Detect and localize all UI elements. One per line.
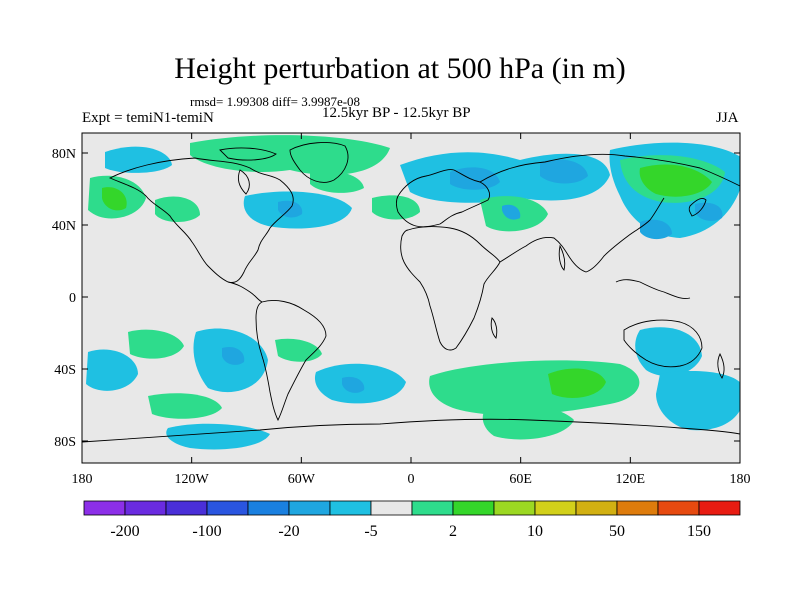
- experiment-label: Expt = temiN1-temiN: [82, 110, 214, 126]
- colorbar-swatch: [247, 500, 290, 516]
- period-label: 12.5kyr BP - 12.5kyr BP: [322, 105, 471, 121]
- x-tick-label: 60E: [509, 472, 532, 487]
- x-axis: 180 120W 60W 0 60E 120E 180: [72, 133, 751, 487]
- colorbar-label: 2: [449, 523, 457, 540]
- cyan-blob-tasman: [635, 327, 702, 377]
- cyan-blob-south-west-pacific: [656, 371, 740, 431]
- lime-blob-north-pacific: [102, 187, 127, 211]
- central-america-coast: [227, 281, 263, 303]
- lime-blob-east-siberia: [639, 164, 712, 197]
- colorbar-swatch: [165, 500, 208, 516]
- blue-blob-scandinavia: [450, 167, 500, 190]
- map-title: Height perturbation at 500 hPa (in m): [174, 52, 626, 85]
- y-tick-label: 80S: [54, 435, 76, 450]
- green-blob-north-america: [155, 196, 200, 223]
- y-tick-label: 80N: [52, 147, 76, 162]
- south-asia-coast: [499, 197, 665, 273]
- colorbar-swatch: [370, 500, 413, 516]
- x-tick-label: 120E: [616, 472, 646, 487]
- blue-blob-east-na: [278, 200, 303, 218]
- japan-coast: [688, 197, 707, 217]
- greenland-coast: [289, 142, 349, 183]
- colorbar-labels: -200 -100 -20 -5 2 10 50 150: [110, 523, 711, 540]
- green-blob-north-atlantic: [310, 169, 364, 193]
- blue-blob-korea: [640, 219, 672, 240]
- colorbar-swatch: [206, 500, 249, 516]
- stats-line: rmsd= 1.99308 diff= 3.9987e-08: [190, 94, 361, 109]
- colorbar-swatch: [534, 500, 577, 516]
- colorbar: [83, 500, 741, 516]
- colorbar-label: 150: [687, 523, 711, 540]
- x-tick-label: 120W: [175, 472, 210, 487]
- colorbar-label: -200: [110, 523, 139, 540]
- green-blob-europe-west: [372, 195, 420, 220]
- season-label: JJA: [716, 110, 739, 126]
- x-tick-label: 180: [72, 472, 93, 487]
- hudson-bay-coast: [237, 169, 250, 195]
- madagascar-coast: [490, 317, 498, 339]
- colorbar-swatch: [452, 500, 495, 516]
- green-blob-south-pacific-south: [148, 393, 222, 419]
- colorbar-swatch: [329, 500, 372, 516]
- colorbar-label: -5: [364, 523, 377, 540]
- green-blob-antarctic-indian: [482, 404, 574, 440]
- green-blob-south-pacific-north: [128, 329, 184, 359]
- coastlines: [82, 142, 740, 443]
- y-tick-label: 0: [69, 291, 76, 306]
- x-tick-label: 60W: [288, 472, 316, 487]
- arctic-islands-coast: [219, 147, 277, 161]
- lime-blob-south-indian: [548, 368, 606, 398]
- colorbar-swatch: [493, 500, 536, 516]
- indonesia-coast: [615, 279, 691, 299]
- new-zealand-coast: [717, 352, 725, 379]
- y-tick-label: 40S: [54, 363, 76, 378]
- cyan-blob-north-pacific: [105, 146, 172, 173]
- north-asia-coast: [479, 153, 740, 187]
- india-coast: [558, 244, 566, 271]
- map-area: [82, 133, 740, 463]
- colorbar-label: -100: [192, 523, 221, 540]
- x-tick-label: 180: [730, 472, 751, 487]
- antarctica-coast: [82, 418, 740, 443]
- blue-blob-south-atlantic: [342, 376, 365, 393]
- colorbar-swatch: [616, 500, 659, 516]
- colorbar-swatch: [411, 500, 454, 516]
- south-america-coast: [255, 299, 327, 422]
- colorbar-swatch: [83, 500, 126, 516]
- colorbar-swatch: [575, 500, 618, 516]
- colorbar-swatch: [288, 500, 331, 516]
- y-tick-label: 40N: [52, 219, 76, 234]
- colorbar-label: 50: [609, 523, 625, 540]
- north-america-coast: [108, 157, 294, 283]
- blue-blob-south-pacific-central: [222, 346, 245, 365]
- colorbar-label: -20: [278, 523, 299, 540]
- colorbar-swatch: [124, 500, 167, 516]
- blue-blob-siberia: [540, 159, 588, 184]
- africa-coast: [400, 226, 501, 351]
- contour-fills: [86, 135, 740, 450]
- europe-coast: [396, 169, 491, 228]
- blue-blob-japan: [695, 202, 723, 221]
- australia-coast: [623, 319, 703, 368]
- cyan-blob-antarctic-pacific: [166, 423, 270, 450]
- colorbar-swatch: [657, 500, 700, 516]
- cyan-blob-south-pacific-west: [86, 349, 138, 391]
- blue-blob-central-asia: [502, 204, 521, 220]
- x-tick-label: 0: [408, 472, 415, 487]
- y-axis: 80N 40N 0 40S 80S: [52, 147, 740, 450]
- colorbar-swatch: [698, 500, 741, 516]
- colorbar-label: 10: [527, 523, 543, 540]
